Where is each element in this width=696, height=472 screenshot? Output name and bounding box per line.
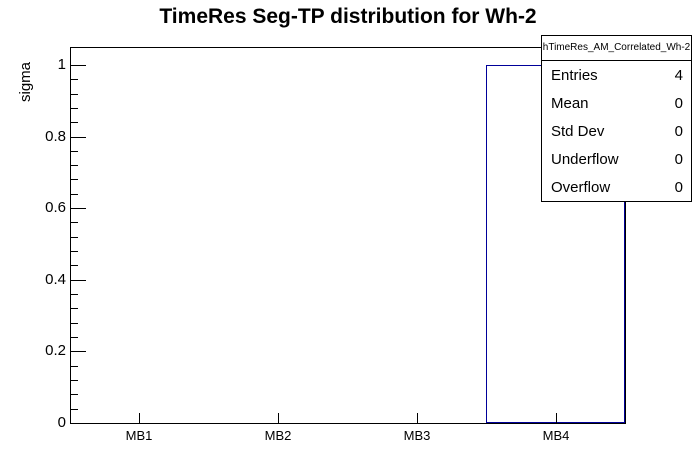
y-axis-minor-tick [70,179,78,180]
x-axis-tick-label: MB4 [542,428,570,443]
y-axis-major-tick [70,351,86,352]
y-axis-tick-label: 1 [57,56,66,73]
y-axis-major-tick [70,208,86,209]
stats-row-value: 0 [674,150,683,168]
stats-row-label: Overflow [551,178,611,196]
stats-row: Std Dev 0 [542,117,691,145]
y-axis-minor-tick [70,222,78,223]
x-axis-tick-label: MB3 [403,428,431,443]
stats-box-title: hTimeRes_AM_Correlated_Wh-2 [542,36,691,61]
y-axis-minor-tick [70,294,78,295]
y-axis-tick-label: 0.8 [45,128,66,145]
stats-row: Mean 0 [542,89,691,117]
y-axis-major-tick [70,65,86,66]
stats-row-label: Underflow [551,150,619,168]
y-axis-minor-tick [70,337,78,338]
y-axis-minor-tick [70,366,78,367]
stats-row: Entries 4 [542,61,691,89]
y-axis-tick-label: 0 [57,414,66,431]
y-axis-minor-tick [70,94,78,95]
x-axis-tick-label: MB2 [264,428,292,443]
chart-title: TimeRes Seg-TP distribution for Wh-2 [159,5,537,28]
x-axis-tick [278,413,279,423]
stats-row-label: Mean [551,94,589,112]
stats-box: hTimeRes_AM_Correlated_Wh-2 Entries 4 Mean… [541,35,692,202]
stats-row-value: 0 [674,122,683,140]
stats-row-value: 0 [674,94,683,112]
stats-row: Underflow 0 [542,145,691,173]
y-axis-minor-tick [70,323,78,324]
y-axis-minor-tick [70,409,78,410]
stats-row-label: Std Dev [551,122,605,140]
stats-row-value: 4 [674,66,683,84]
x-axis-tick [417,413,418,423]
stats-row-label: Entries [551,66,598,84]
y-axis-minor-tick [70,151,78,152]
y-axis-major-tick [70,137,86,138]
x-axis-tick [139,413,140,423]
y-axis-tick-label: 0.2 [45,342,66,359]
y-axis-tick-label: 0.6 [45,199,66,216]
y-axis-minor-tick [70,79,78,80]
y-axis-minor-tick [70,394,78,395]
y-axis-major-tick [70,423,86,424]
y-axis-minor-tick [70,122,78,123]
y-axis-minor-tick [70,194,78,195]
y-axis-tick-label: 0.4 [45,271,66,288]
stats-row-value: 0 [674,178,683,196]
y-axis-minor-tick [70,251,78,252]
x-axis-tick [556,413,557,423]
stats-box-rows: Entries 4 Mean 0 Std Dev 0 Underflow 0 Overflow 0 [542,61,691,201]
plot-frame [70,47,626,424]
y-axis-minor-tick [70,108,78,109]
y-axis-major-tick [70,280,86,281]
y-axis-minor-tick [70,308,78,309]
stats-row: Overflow 0 [542,173,691,201]
y-axis-minor-tick [70,265,78,266]
x-axis-tick-label: MB1 [125,428,153,443]
y-axis-minor-tick [70,165,78,166]
y-axis-minor-tick [70,237,78,238]
y-axis-minor-tick [70,380,78,381]
